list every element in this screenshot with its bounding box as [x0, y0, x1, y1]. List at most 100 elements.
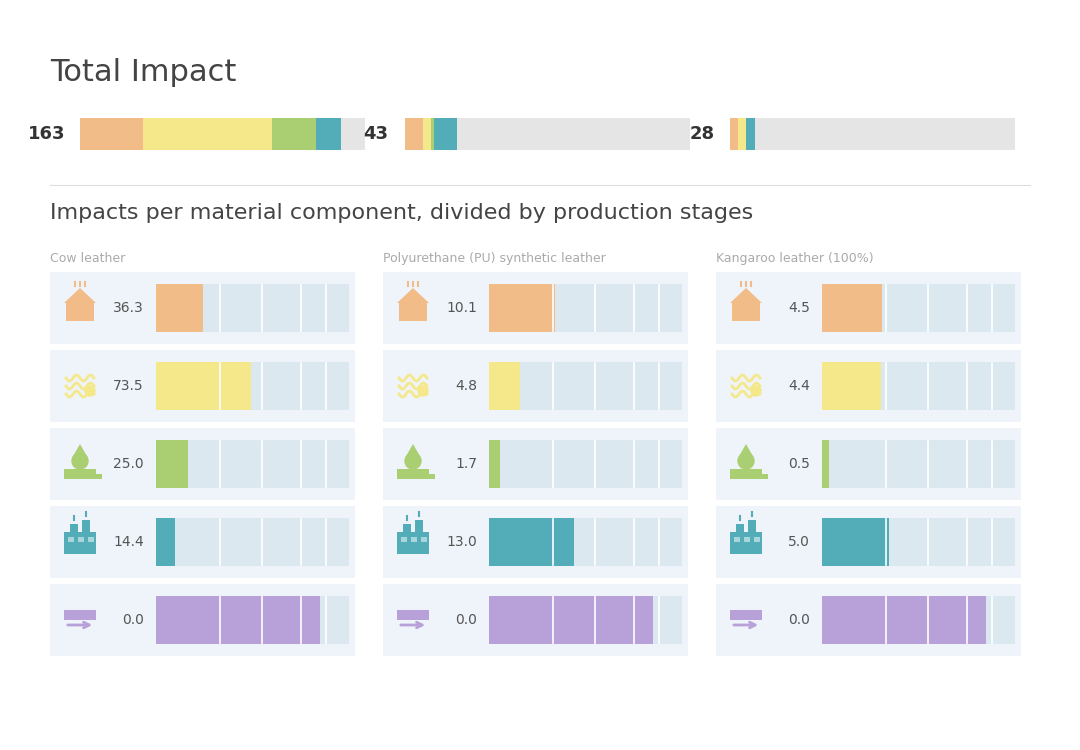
- Circle shape: [85, 386, 95, 396]
- Bar: [411, 537, 417, 542]
- Bar: [822, 440, 828, 488]
- Bar: [383, 422, 688, 428]
- Bar: [156, 284, 349, 332]
- Bar: [716, 500, 1021, 506]
- Bar: [730, 610, 762, 620]
- Bar: [156, 440, 188, 488]
- Bar: [78, 537, 84, 542]
- Text: 163: 163: [27, 125, 65, 143]
- Circle shape: [738, 453, 754, 469]
- Bar: [822, 362, 1015, 410]
- Bar: [422, 118, 431, 150]
- Circle shape: [418, 386, 428, 396]
- Polygon shape: [738, 444, 754, 458]
- Bar: [822, 362, 881, 410]
- Bar: [80, 118, 144, 150]
- Bar: [730, 469, 762, 477]
- Bar: [64, 474, 102, 479]
- Bar: [383, 428, 688, 500]
- Bar: [730, 118, 1015, 150]
- Text: 0.0: 0.0: [788, 613, 810, 627]
- Text: Cow leather: Cow leather: [50, 252, 125, 265]
- Bar: [748, 520, 756, 534]
- Bar: [383, 344, 688, 350]
- Bar: [415, 520, 423, 534]
- Bar: [822, 284, 1015, 332]
- Bar: [66, 303, 94, 321]
- Bar: [730, 532, 762, 554]
- Bar: [64, 610, 96, 620]
- Polygon shape: [72, 444, 87, 458]
- Bar: [50, 422, 355, 428]
- Bar: [401, 537, 407, 542]
- Bar: [489, 440, 681, 488]
- Polygon shape: [730, 288, 762, 303]
- Circle shape: [751, 386, 761, 396]
- Bar: [315, 118, 341, 150]
- Bar: [383, 578, 688, 584]
- Bar: [87, 537, 94, 542]
- Bar: [156, 440, 349, 488]
- Bar: [431, 118, 434, 150]
- Bar: [64, 469, 96, 477]
- Bar: [822, 518, 1015, 566]
- Bar: [397, 469, 429, 477]
- Bar: [397, 474, 435, 479]
- Bar: [156, 362, 251, 410]
- Bar: [716, 350, 1021, 422]
- Bar: [156, 284, 203, 332]
- Text: 43: 43: [363, 125, 388, 143]
- Circle shape: [405, 453, 421, 469]
- Bar: [399, 303, 427, 321]
- Text: 4.5: 4.5: [788, 301, 810, 315]
- Bar: [489, 518, 681, 566]
- Bar: [738, 118, 745, 150]
- Bar: [383, 506, 688, 578]
- Bar: [822, 596, 1015, 644]
- Bar: [156, 518, 175, 566]
- Text: 0.0: 0.0: [455, 613, 477, 627]
- Text: 28: 28: [690, 125, 715, 143]
- Text: Impacts per material component, divided by production stages: Impacts per material component, divided …: [50, 203, 753, 223]
- Text: 14.4: 14.4: [113, 535, 144, 549]
- Polygon shape: [405, 444, 421, 458]
- Circle shape: [72, 453, 87, 469]
- Bar: [716, 344, 1021, 350]
- Bar: [80, 118, 365, 150]
- Bar: [716, 584, 1021, 656]
- Bar: [734, 537, 740, 542]
- Bar: [489, 362, 521, 410]
- Bar: [822, 440, 1015, 488]
- Polygon shape: [64, 288, 96, 303]
- Bar: [403, 524, 411, 534]
- Bar: [489, 440, 500, 488]
- Bar: [383, 500, 688, 506]
- Bar: [489, 284, 555, 332]
- Text: 36.3: 36.3: [113, 301, 144, 315]
- Bar: [716, 506, 1021, 578]
- Bar: [50, 584, 355, 656]
- Bar: [421, 537, 427, 542]
- Bar: [272, 118, 315, 150]
- Bar: [156, 362, 349, 410]
- Text: 4.4: 4.4: [788, 379, 810, 393]
- Text: 5.0: 5.0: [788, 535, 810, 549]
- Text: 0.0: 0.0: [122, 613, 144, 627]
- Bar: [822, 284, 882, 332]
- Bar: [434, 118, 457, 150]
- Bar: [489, 362, 681, 410]
- Bar: [64, 532, 96, 554]
- Bar: [144, 118, 272, 150]
- Bar: [156, 596, 349, 644]
- Bar: [50, 428, 355, 500]
- Bar: [754, 537, 760, 542]
- Bar: [822, 596, 986, 644]
- Polygon shape: [397, 288, 429, 303]
- Bar: [397, 610, 429, 620]
- Bar: [68, 537, 75, 542]
- Bar: [489, 518, 573, 566]
- Bar: [383, 584, 688, 656]
- Text: 73.5: 73.5: [113, 379, 144, 393]
- Bar: [50, 506, 355, 578]
- Text: 1.7: 1.7: [455, 457, 477, 471]
